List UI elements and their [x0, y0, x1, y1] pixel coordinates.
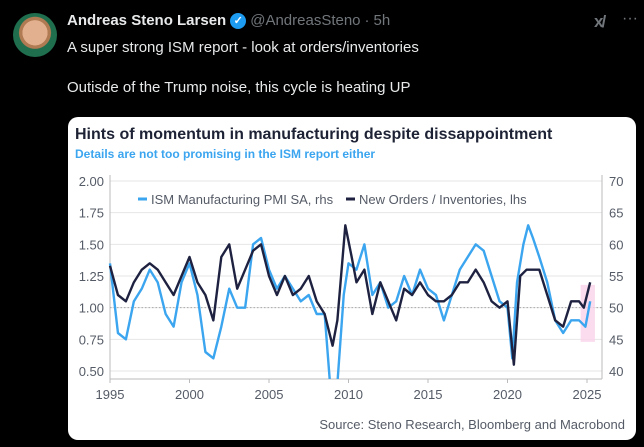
grok-icon[interactable]: x/: [594, 12, 606, 31]
y-right-tick-label: 45: [609, 332, 623, 347]
y-left-tick-label: 1.00: [79, 301, 104, 316]
y-right-tick-label: 40: [609, 364, 623, 379]
y-left-tick-label: 0.50: [79, 364, 104, 379]
legend-label: ISM Manufacturing PMI SA, rhs: [151, 192, 334, 207]
tweet-text: A super strong ISM report - look at orde…: [67, 38, 419, 118]
pmi-series-line: [108, 224, 592, 379]
x-tick-label: 2015: [414, 387, 443, 402]
verified-check-icon: ✓: [230, 12, 247, 29]
y-left-tick-label: 1.50: [79, 237, 104, 252]
chart-image[interactable]: Hints of momentum in manufacturing despi…: [68, 117, 636, 440]
orders-inventories-series-line: [108, 224, 592, 366]
y-left-tick-label: 1.25: [79, 269, 104, 284]
avatar[interactable]: [13, 13, 57, 57]
chart-title: Hints of momentum in manufacturing despi…: [75, 126, 553, 143]
timestamp[interactable]: 5h: [373, 12, 391, 29]
legend-label: New Orders / Inventories, lhs: [359, 192, 527, 207]
y-left-tick-label: 1.75: [79, 206, 104, 221]
x-tick-label: 1995: [96, 387, 125, 402]
x-tick-label: 2010: [334, 387, 363, 402]
y-left-tick-label: 2.00: [79, 174, 104, 189]
y-right-tick-label: 50: [609, 301, 623, 316]
x-tick-label: 2020: [493, 387, 522, 402]
y-left-tick-label: 0.75: [79, 332, 104, 347]
y-right-tick-label: 70: [609, 174, 623, 189]
y-right-tick-label: 60: [609, 237, 623, 252]
author-handle[interactable]: @AndreasSteno: [250, 12, 361, 29]
x-tick-label: 2005: [255, 387, 284, 402]
chart-subtitle: Details are not too promising in the ISM…: [75, 147, 376, 161]
separator: ·: [364, 12, 370, 29]
x-tick-label: 2000: [175, 387, 204, 402]
tweet-header: Andreas Steno Larsen ✓ @AndreasSteno · 5…: [67, 12, 390, 29]
chart-source: Source: Steno Research, Bloomberg and Ma…: [319, 417, 625, 432]
x-tick-label: 2025: [573, 387, 602, 402]
tweet-line: Outisde of the Trump noise, this cycle i…: [67, 79, 411, 96]
author-name[interactable]: Andreas Steno Larsen: [67, 12, 227, 29]
y-right-tick-label: 65: [609, 206, 623, 221]
chart-svg: 2.00 70 1.75 65 1.50 60 1.25 55 1.00 50 0.75 45 0.50…: [79, 174, 625, 432]
tweet-line: A super strong ISM report - look at orde…: [67, 39, 419, 56]
y-right-tick-label: 55: [609, 269, 623, 284]
more-options-icon[interactable]: ···: [622, 10, 638, 27]
